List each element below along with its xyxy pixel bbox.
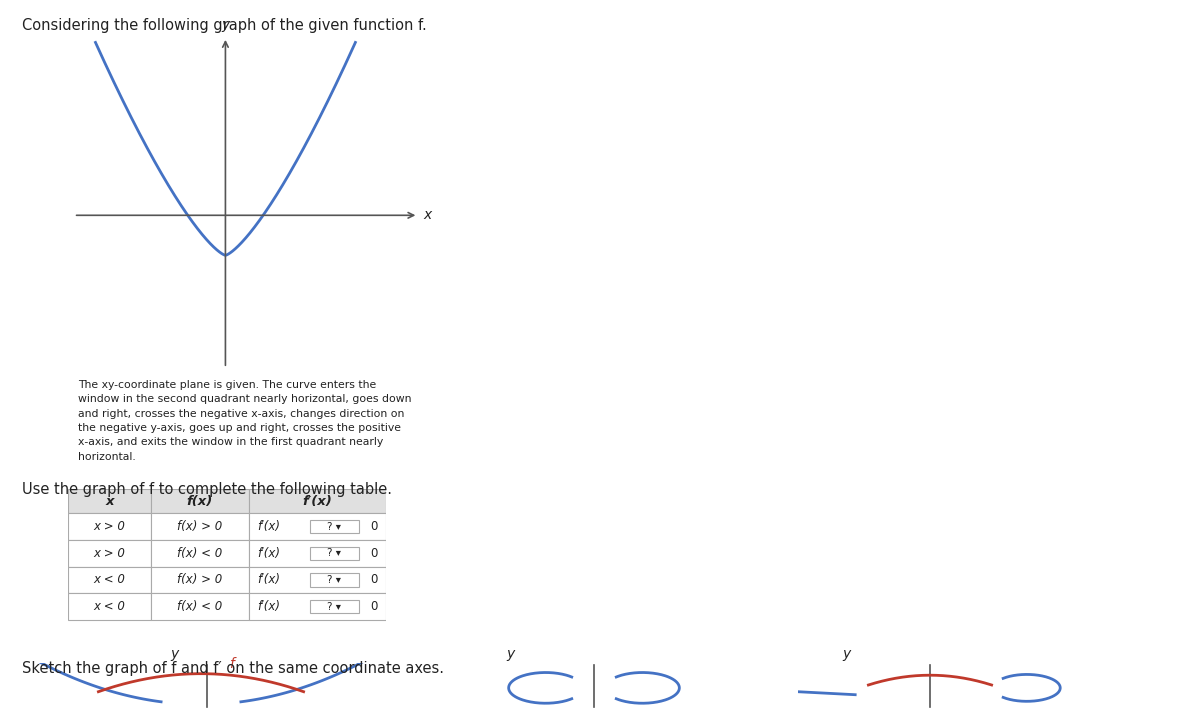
Text: x: x <box>424 208 432 223</box>
Text: x < 0: x < 0 <box>94 574 126 586</box>
Text: f(x) > 0: f(x) > 0 <box>178 574 222 586</box>
Text: ? ▾: ? ▾ <box>328 548 342 558</box>
Bar <box>151 513 248 540</box>
Bar <box>248 513 386 540</box>
Text: f(x) < 0: f(x) < 0 <box>178 547 222 559</box>
Text: f(x) > 0: f(x) > 0 <box>178 520 222 533</box>
FancyBboxPatch shape <box>310 600 359 613</box>
Bar <box>248 540 386 566</box>
Text: y: y <box>842 647 850 661</box>
Text: y: y <box>170 647 178 661</box>
Text: 0: 0 <box>371 547 378 559</box>
Text: x: x <box>106 495 114 508</box>
Bar <box>68 489 151 513</box>
Text: y: y <box>506 647 514 661</box>
Text: f′(x): f′(x) <box>257 520 280 533</box>
Bar <box>248 489 386 513</box>
Text: y: y <box>221 18 229 32</box>
Text: 0: 0 <box>371 574 378 586</box>
Bar <box>68 513 151 540</box>
Text: f′(x): f′(x) <box>257 547 280 559</box>
Text: f′(x): f′(x) <box>302 495 332 508</box>
Text: f′(x): f′(x) <box>257 574 280 586</box>
Text: f: f <box>229 657 234 671</box>
Text: Use the graph of f to complete the following table.: Use the graph of f to complete the follo… <box>22 482 391 497</box>
Bar <box>68 566 151 593</box>
Text: x > 0: x > 0 <box>94 547 126 559</box>
FancyBboxPatch shape <box>310 547 359 560</box>
Bar <box>151 489 248 513</box>
Text: 0: 0 <box>371 520 378 533</box>
Text: ? ▾: ? ▾ <box>328 575 342 585</box>
Text: Considering the following graph of the given function f.: Considering the following graph of the g… <box>22 18 426 33</box>
Text: x > 0: x > 0 <box>94 520 126 533</box>
Text: Sketch the graph of f and f′ on the same coordinate axes.: Sketch the graph of f and f′ on the same… <box>22 661 444 676</box>
Text: ? ▾: ? ▾ <box>328 601 342 611</box>
Bar <box>68 540 151 566</box>
Bar <box>151 593 248 620</box>
Text: f(x): f(x) <box>187 495 212 508</box>
Text: ? ▾: ? ▾ <box>328 522 342 532</box>
Text: f(x) < 0: f(x) < 0 <box>178 600 222 613</box>
Bar <box>151 566 248 593</box>
Bar <box>248 593 386 620</box>
Text: x < 0: x < 0 <box>94 600 126 613</box>
Text: 0: 0 <box>371 600 378 613</box>
Text: f′(x): f′(x) <box>257 600 280 613</box>
Bar <box>68 593 151 620</box>
FancyBboxPatch shape <box>310 573 359 586</box>
Bar <box>151 540 248 566</box>
FancyBboxPatch shape <box>310 520 359 533</box>
Bar <box>248 566 386 593</box>
Text: The xy-coordinate plane is given. The curve enters the
window in the second quad: The xy-coordinate plane is given. The cu… <box>78 380 412 462</box>
